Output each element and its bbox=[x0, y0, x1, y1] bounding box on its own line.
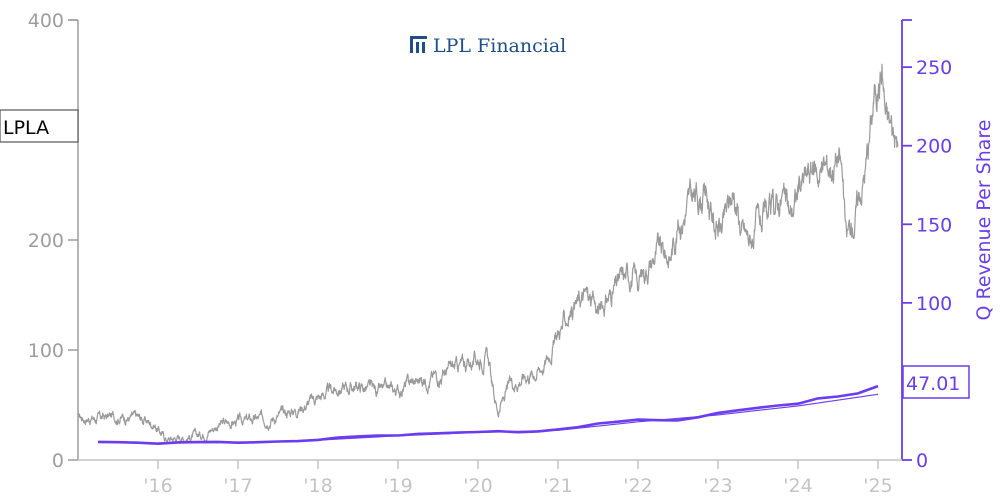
current-value-label: 47.01 bbox=[906, 373, 960, 395]
bottom-tick-label: '20 bbox=[463, 475, 492, 497]
right-tick-label: 0 bbox=[916, 450, 928, 472]
left-tick-label: 0 bbox=[52, 450, 64, 472]
revenue-per-share-line bbox=[97, 384, 879, 445]
plot-area bbox=[77, 63, 899, 445]
revenue-trend-line bbox=[157, 393, 879, 444]
left-tick-label: 400 bbox=[28, 10, 64, 32]
brand-name: LPL Financial bbox=[433, 35, 566, 57]
bottom-tick-label: '17 bbox=[223, 475, 252, 497]
bottom-tick-label: '23 bbox=[703, 475, 732, 497]
left-tick-label: 200 bbox=[28, 230, 64, 252]
right-axis-title: Q Revenue Per Share bbox=[973, 120, 995, 321]
left-tick-label: 100 bbox=[28, 340, 64, 362]
bottom-tick-label: '21 bbox=[543, 475, 572, 497]
bottom-tick-label: '19 bbox=[383, 475, 412, 497]
axes: 0100200400050100150200250'16'17'18'19'20… bbox=[28, 10, 953, 497]
brand-logo: LPL Financial bbox=[410, 35, 566, 57]
ticker-box: LPLA bbox=[0, 109, 79, 143]
bottom-tick-label: '25 bbox=[863, 475, 892, 497]
lpl-logo-icon bbox=[410, 36, 427, 53]
bottom-tick-label: '22 bbox=[623, 475, 652, 497]
right-tick-label: 100 bbox=[916, 293, 952, 315]
right-tick-label: 200 bbox=[916, 136, 952, 158]
bottom-tick-label: '18 bbox=[303, 475, 332, 497]
price-line bbox=[77, 63, 899, 444]
ticker-symbol: LPLA bbox=[3, 117, 49, 139]
current-value-box: 47.01 bbox=[902, 365, 970, 399]
right-tick-label: 250 bbox=[916, 57, 952, 79]
bottom-tick-label: '24 bbox=[783, 475, 812, 497]
bottom-tick-label: '16 bbox=[143, 475, 172, 497]
right-tick-label: 150 bbox=[916, 214, 952, 236]
